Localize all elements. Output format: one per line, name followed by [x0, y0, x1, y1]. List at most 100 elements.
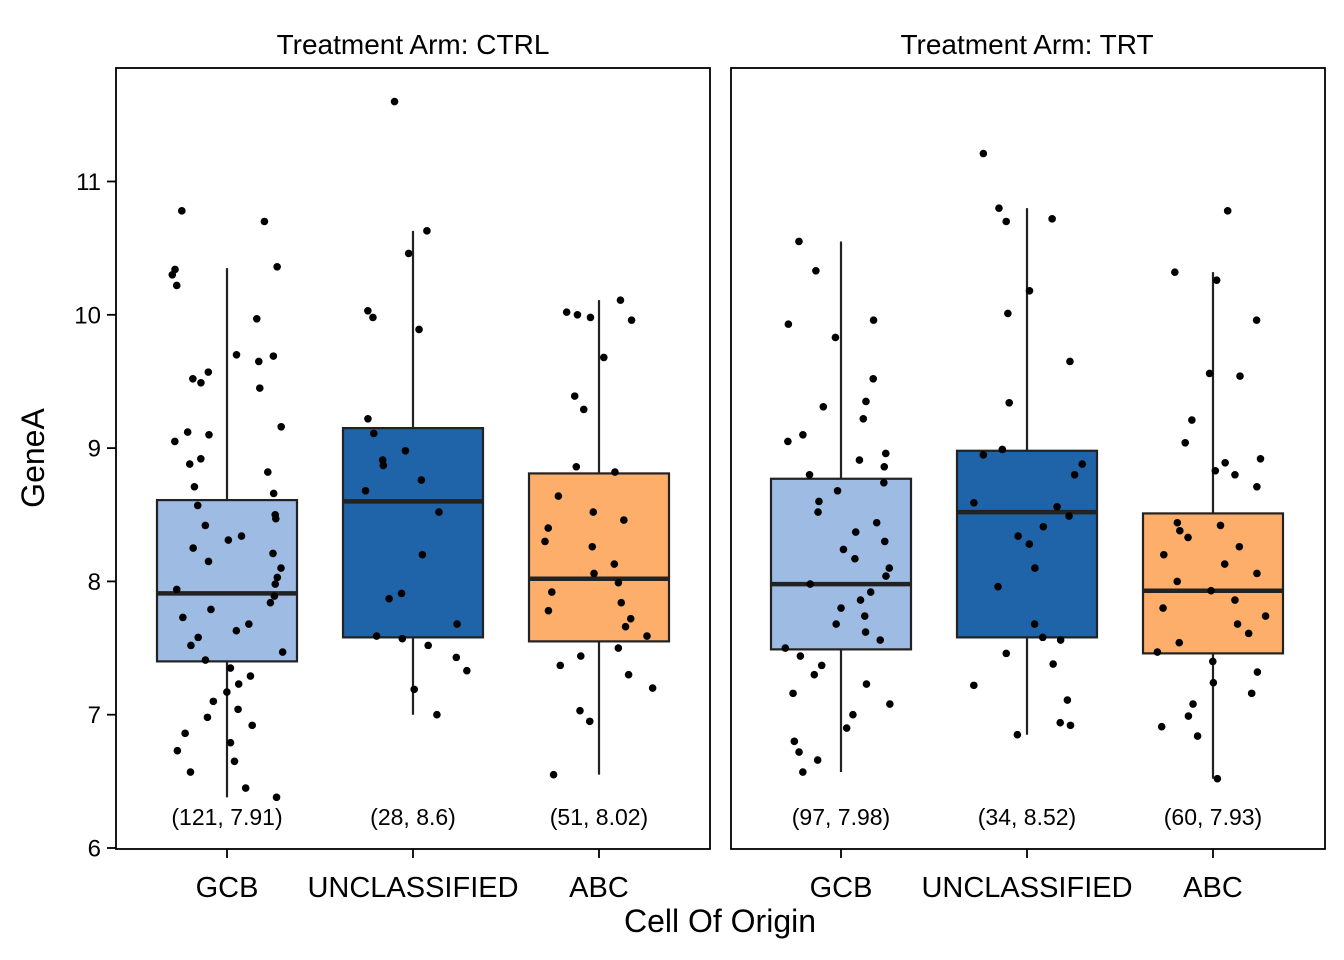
data-point — [590, 569, 598, 578]
data-point — [1184, 712, 1193, 720]
data-point — [193, 501, 202, 510]
data-point — [1004, 309, 1012, 318]
data-point — [611, 468, 619, 476]
data-point — [179, 613, 187, 622]
annotation-unclassified: (34, 8.52) — [978, 804, 1076, 830]
data-point — [187, 641, 195, 650]
data-point — [855, 456, 864, 464]
data-point — [796, 652, 805, 660]
data-point — [1209, 678, 1218, 687]
y-tick-label: 8 — [88, 569, 101, 596]
data-point — [815, 497, 823, 506]
data-point — [1236, 372, 1244, 380]
data-point — [186, 768, 195, 776]
data-point — [544, 606, 553, 615]
data-point — [1211, 466, 1220, 475]
data-point — [397, 589, 406, 598]
box-unclassified — [341, 427, 485, 639]
data-point — [795, 237, 803, 246]
data-point — [1176, 526, 1184, 535]
y-tick-label: 7 — [88, 702, 101, 729]
data-point — [861, 628, 870, 636]
data-point — [570, 392, 579, 400]
data-point — [589, 508, 598, 516]
data-point — [979, 149, 988, 158]
data-point — [970, 681, 978, 690]
data-point — [562, 308, 571, 316]
data-point — [1002, 217, 1011, 226]
data-point — [204, 557, 213, 566]
data-point — [869, 316, 878, 324]
data-point — [183, 428, 192, 436]
data-point — [872, 518, 881, 527]
data-point — [833, 486, 842, 495]
data-point — [616, 296, 625, 304]
data-point — [273, 263, 281, 271]
data-point — [784, 320, 793, 328]
data-point — [859, 414, 868, 423]
data-point — [586, 313, 595, 322]
data-point — [197, 378, 205, 387]
data-point — [624, 670, 633, 679]
data-point — [277, 564, 285, 572]
data-point — [260, 217, 269, 226]
data-point — [810, 670, 819, 679]
data-point — [1244, 629, 1253, 638]
box-gcb — [769, 477, 913, 651]
data-point — [385, 594, 393, 603]
data-point — [1014, 532, 1022, 540]
data-point — [812, 267, 820, 275]
data-point — [404, 249, 413, 258]
data-point — [1253, 482, 1261, 491]
data-point — [463, 666, 471, 675]
data-point — [573, 311, 582, 319]
data-point — [252, 314, 261, 323]
data-point — [970, 498, 978, 507]
data-point — [269, 489, 278, 498]
data-point — [224, 536, 233, 544]
data-point — [205, 430, 213, 439]
data-point — [417, 476, 426, 484]
data-point — [230, 757, 239, 766]
data-point — [171, 437, 179, 446]
data-point — [277, 422, 285, 431]
x-axis-title: Cell Of Origin — [624, 903, 816, 939]
data-point — [998, 445, 1007, 454]
data-point — [554, 492, 563, 500]
data-point — [201, 521, 210, 530]
data-point — [194, 633, 202, 642]
data-point — [614, 644, 623, 652]
data-point — [209, 697, 218, 706]
data-point — [189, 544, 197, 552]
data-point — [423, 227, 431, 235]
data-point — [882, 572, 890, 580]
data-point — [880, 462, 889, 471]
data-point — [234, 705, 242, 714]
data-point — [842, 724, 851, 732]
data-point — [181, 729, 189, 738]
data-point — [1053, 502, 1061, 511]
data-point — [433, 710, 441, 719]
data-point — [648, 684, 657, 692]
data-point — [819, 402, 828, 411]
data-point — [620, 516, 628, 524]
annotation-gcb: (97, 7.98) — [792, 804, 890, 830]
data-point — [1223, 207, 1232, 215]
data-point — [415, 325, 423, 334]
data-point — [1231, 470, 1239, 479]
data-point — [1221, 458, 1229, 467]
data-point — [994, 582, 1002, 591]
data-point — [572, 462, 581, 471]
data-point — [172, 281, 181, 290]
x-tick-label-gcb: GCB — [196, 872, 259, 904]
data-point — [643, 632, 651, 640]
data-point — [452, 653, 461, 662]
data-point — [1048, 215, 1056, 223]
data-point — [600, 353, 608, 362]
annotation-abc: (51, 8.02) — [550, 804, 648, 830]
data-point — [1056, 636, 1065, 644]
x-tick-label-unclassified: UNCLASSIFIED — [307, 872, 518, 904]
annotation-unclassified: (28, 8.6) — [370, 804, 456, 830]
data-point — [226, 664, 235, 672]
data-point — [799, 768, 807, 776]
